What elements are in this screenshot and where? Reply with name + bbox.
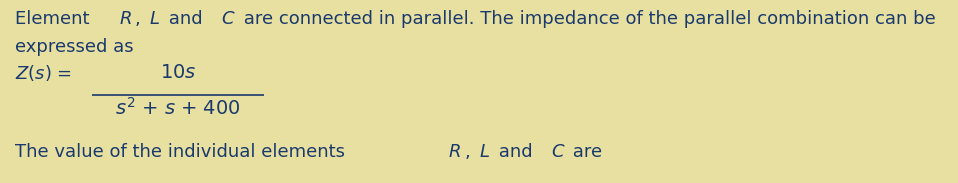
Text: R: R <box>448 143 461 161</box>
Text: L: L <box>480 143 490 161</box>
Text: ,: , <box>465 143 476 161</box>
Text: and: and <box>492 143 538 161</box>
Text: expressed as: expressed as <box>15 38 134 56</box>
Text: C: C <box>221 10 234 28</box>
Text: 10$s$: 10$s$ <box>160 63 196 82</box>
Text: $Z(s)$ =: $Z(s)$ = <box>15 63 73 83</box>
Text: $s^2$ + $s$ + 400: $s^2$ + $s$ + 400 <box>115 97 240 119</box>
Text: The value of the individual elements: The value of the individual elements <box>15 143 352 161</box>
Text: ,: , <box>135 10 147 28</box>
Text: Element: Element <box>15 10 96 28</box>
Text: and: and <box>163 10 208 28</box>
Text: R: R <box>119 10 131 28</box>
Text: are: are <box>567 143 603 161</box>
Text: L: L <box>150 10 160 28</box>
Text: are connected in parallel. The impedance of the parallel combination can be: are connected in parallel. The impedance… <box>238 10 936 28</box>
Text: C: C <box>551 143 563 161</box>
